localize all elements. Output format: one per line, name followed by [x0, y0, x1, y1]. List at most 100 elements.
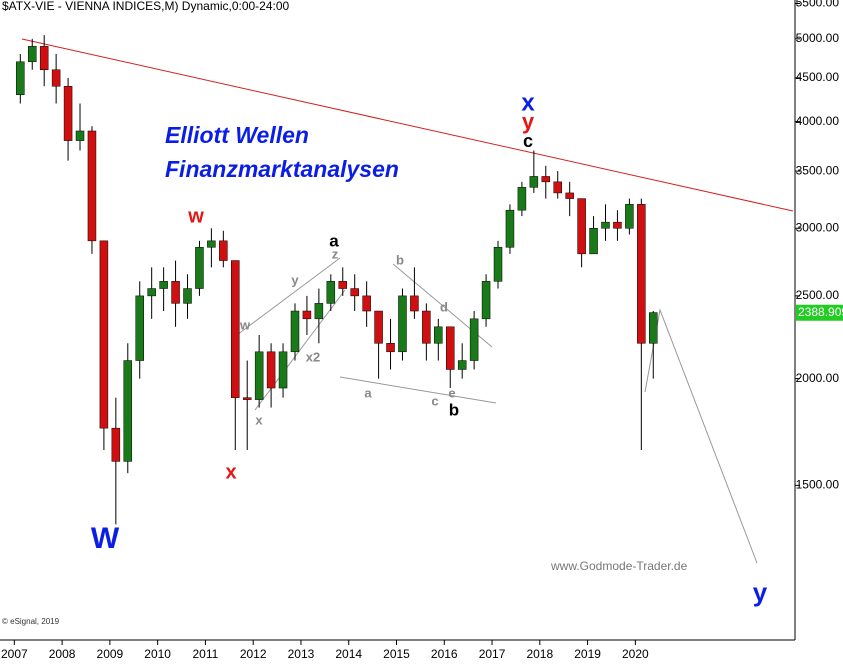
wave-label: z — [332, 246, 339, 261]
last-price-label: 2388.909 — [798, 305, 843, 319]
candle-body — [87, 130, 97, 242]
candle-body — [242, 397, 252, 400]
wave-label: W — [91, 522, 120, 555]
triangle-line — [339, 376, 497, 404]
x-tick-label: 2008 — [49, 647, 76, 661]
wave-label: b — [396, 252, 404, 267]
y-tick-label: 2000.00 — [796, 371, 840, 385]
subtitle: Finanzmarktanalysen — [165, 156, 399, 182]
candle-body — [314, 303, 324, 320]
resistance-line — [21, 38, 794, 212]
channel-line — [236, 257, 341, 336]
subtitle: Elliott Wellen — [165, 122, 309, 148]
candle-body — [410, 295, 419, 312]
candle-body — [529, 176, 539, 188]
candle-body — [27, 46, 37, 63]
candle-body — [51, 69, 61, 87]
candle-body — [219, 240, 228, 261]
x-tick-label: 2010 — [144, 647, 171, 661]
candle-body — [469, 318, 479, 361]
candle-body — [123, 360, 133, 462]
x-tick-label: 2011 — [193, 647, 219, 661]
candle-body — [278, 351, 288, 389]
x-tick-label: 2018 — [526, 647, 553, 661]
wave-label: y — [291, 272, 299, 287]
wave-label: y — [522, 109, 535, 134]
wave-label: a — [329, 231, 339, 250]
wave-label: c — [431, 393, 438, 408]
candle-body — [159, 281, 168, 289]
wave-label: w — [187, 205, 204, 227]
wave-label: x — [521, 89, 535, 116]
x-tick-label: 2015 — [383, 647, 410, 661]
candle-body — [374, 310, 383, 344]
x-tick-label: 2014 — [335, 647, 362, 661]
candle-body — [99, 240, 109, 429]
channel-line — [254, 289, 346, 411]
candle-body — [362, 295, 371, 312]
candle-body — [386, 343, 395, 353]
candle-body — [326, 281, 336, 304]
wave-lines — [236, 257, 758, 564]
candle-body — [147, 288, 156, 297]
wave-label: e — [448, 385, 455, 400]
wave-label: c — [523, 131, 533, 151]
candle-body — [63, 85, 73, 141]
candle-body — [171, 281, 180, 304]
copyright: © eSignal, 2019 — [2, 617, 60, 626]
candle-body — [553, 181, 562, 194]
candle-body — [481, 281, 491, 320]
x-tick-label: 2007 — [1, 647, 28, 661]
projection — [644, 308, 758, 564]
wave-label: x — [255, 412, 263, 427]
candle-body — [625, 204, 634, 229]
candle-body — [541, 176, 551, 183]
wave-label: x — [225, 461, 236, 483]
candle-body — [505, 209, 515, 248]
chart-title: $ATX-VIE - VIENNA INDICES,M) Dynamic,0:0… — [2, 0, 290, 13]
candle-body — [290, 310, 300, 353]
candle-body — [601, 221, 610, 229]
x-tick-label: 2013 — [288, 647, 315, 661]
watermark: www.Godmode-Trader.de — [550, 559, 688, 573]
candle-body — [39, 46, 49, 71]
wave-label: a — [364, 385, 372, 400]
wave-label: x2 — [306, 349, 320, 364]
candle-body — [565, 192, 574, 199]
x-tick-label: 2012 — [240, 647, 267, 661]
y-tick-label: 5000.00 — [796, 31, 840, 45]
candle-body — [589, 228, 598, 255]
candle-body — [637, 204, 646, 344]
candle-body — [75, 130, 85, 141]
wave-label: y — [753, 577, 768, 607]
candle-body — [398, 295, 407, 353]
last-price-box — [796, 304, 843, 321]
candle-body — [195, 247, 204, 289]
y-tick-label: 1500.00 — [796, 477, 840, 491]
candle-body — [493, 247, 503, 282]
wave-label: b — [449, 400, 459, 419]
y-tick-label: 3500.00 — [796, 163, 840, 177]
candle-body — [434, 326, 443, 344]
x-tick-label: 2020 — [622, 647, 649, 661]
candle-body — [183, 288, 192, 304]
x-tick-label: 2016 — [431, 647, 458, 661]
candle-body — [135, 295, 144, 361]
candle-body — [422, 310, 431, 344]
candle-body — [111, 427, 121, 462]
candle-body — [517, 187, 527, 211]
candle-body — [457, 360, 467, 370]
candle-body — [16, 61, 25, 96]
y-tick-label: 2500.00 — [796, 288, 840, 302]
y-tick-label: 4500.00 — [796, 70, 840, 84]
x-tick-label: 2017 — [479, 647, 506, 661]
candle-body — [649, 312, 658, 344]
candle-body — [302, 310, 312, 320]
wave-label: d — [440, 299, 448, 314]
candle-body — [613, 221, 622, 229]
wave-label: w — [239, 317, 251, 332]
candle-body — [338, 281, 348, 289]
y-tick-label: 3000.00 — [796, 220, 840, 234]
